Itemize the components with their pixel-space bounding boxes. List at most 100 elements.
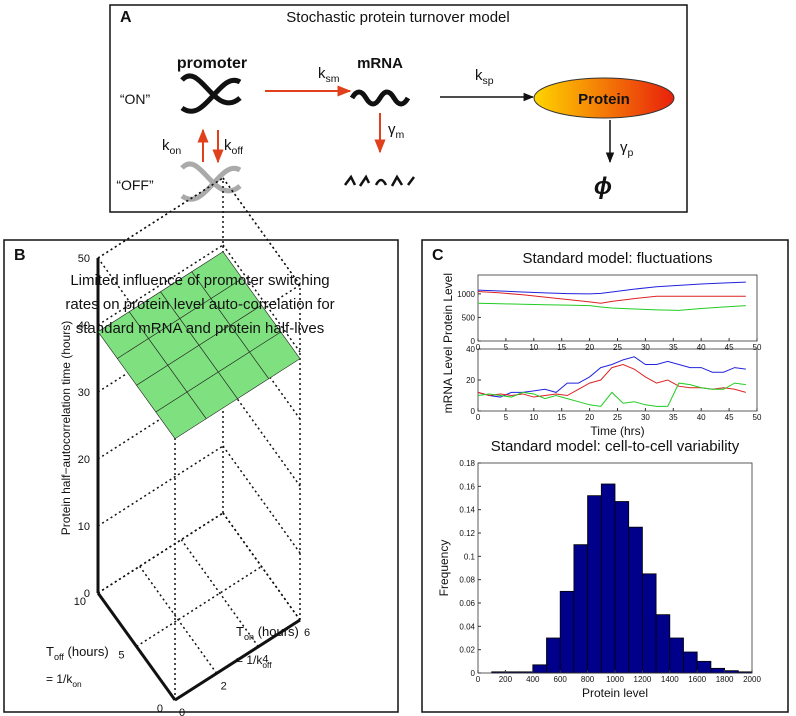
label-sub: off xyxy=(232,145,244,157)
bar xyxy=(696,660,712,674)
label-base: γ xyxy=(388,121,396,138)
x-tick-label: 10 xyxy=(529,413,538,422)
state-label: “ON” xyxy=(120,91,151,107)
y-tick-label: 0 xyxy=(179,707,185,716)
y-axis xyxy=(174,618,301,702)
x-tick-label: 10 xyxy=(74,596,86,608)
y-tick-label: 0.14 xyxy=(459,506,475,515)
x-axis-label: Time (hrs) xyxy=(590,424,644,438)
grid-line xyxy=(222,445,301,554)
sub-label: = 1/kon xyxy=(46,672,82,689)
x-tick-label: 1800 xyxy=(716,675,734,684)
grid-line xyxy=(97,445,224,527)
y-tick-label: 0.02 xyxy=(459,646,475,655)
x-tick-label: 1000 xyxy=(606,675,624,684)
y-tick-label: 0 xyxy=(471,337,476,346)
grid-line xyxy=(222,512,301,621)
surface-cell xyxy=(191,251,243,299)
x-tick-label: 5 xyxy=(118,650,124,662)
z-axis-label: Protein half−autocorrelation time (hours… xyxy=(59,321,73,535)
chart-title: rates on protein level auto-correlation … xyxy=(65,296,334,313)
bar xyxy=(683,651,698,674)
bar xyxy=(573,544,589,674)
sub-label: kon xyxy=(162,137,181,157)
label-sub: on xyxy=(170,145,182,157)
x-tick-label: 0 xyxy=(476,413,481,422)
x-tick-label: 800 xyxy=(581,675,595,684)
bar xyxy=(710,667,726,674)
y-tick-label: 0.06 xyxy=(459,599,475,608)
sub-label: γm xyxy=(388,121,405,141)
x-tick-label: 0 xyxy=(476,675,481,684)
x-tick-label: 600 xyxy=(554,675,568,684)
x-tick-label: 35 xyxy=(669,413,678,422)
x-tick-label: 20 xyxy=(585,343,594,352)
x-axis-label: Protein level xyxy=(582,686,648,700)
y-tick-label: 4 xyxy=(262,654,268,666)
y-tick-label: 0 xyxy=(471,669,476,678)
label-base: T xyxy=(236,624,244,639)
x-tick-label: 45 xyxy=(725,343,734,352)
x-tick-label: 1400 xyxy=(661,675,679,684)
bar xyxy=(614,501,630,674)
bar xyxy=(669,637,684,674)
label-rest: (hours) xyxy=(254,624,299,639)
protein-node xyxy=(533,77,675,119)
x-tick-label: 30 xyxy=(641,413,650,422)
sink: ϕ xyxy=(594,173,612,200)
y-tick-label: 500 xyxy=(462,313,476,322)
series-line xyxy=(477,281,746,295)
x-tick-label: 400 xyxy=(526,675,540,684)
grid-line xyxy=(139,565,218,674)
x-tick-label: 5 xyxy=(504,343,509,352)
y-tick-label: 2 xyxy=(221,680,227,692)
x-tick-label: 0 xyxy=(157,703,163,715)
node-label: mRNA xyxy=(357,55,403,72)
y-axis-label: mRNA Level xyxy=(441,347,455,414)
bar xyxy=(655,614,671,674)
chart-title: Standard model: fluctuations xyxy=(522,250,712,267)
x-tick-label: 35 xyxy=(669,343,678,352)
x-tick-label: 30 xyxy=(641,343,650,352)
series-line xyxy=(477,291,746,304)
y-axis-label: Protein Level xyxy=(441,273,455,343)
node-label: Protein xyxy=(578,91,630,108)
sub-label: ksp xyxy=(475,67,494,87)
sub-label: γp xyxy=(620,139,634,159)
grid-line xyxy=(222,177,301,286)
grid-line xyxy=(180,539,259,648)
label-rest: (hours) xyxy=(64,644,109,659)
label-sub: off xyxy=(54,652,64,662)
label-base: = 1/k xyxy=(46,672,73,686)
panel-label: B xyxy=(14,247,26,264)
label-base: k xyxy=(224,137,232,154)
z-tick-label: 50 xyxy=(78,253,90,265)
bar xyxy=(546,637,561,674)
bar xyxy=(559,590,575,674)
x-tick-label: 25 xyxy=(613,413,622,422)
x-tick-label: 45 xyxy=(725,413,734,422)
y-tick-label: 1000 xyxy=(457,290,475,299)
diagram-title: Stochastic protein turnover model xyxy=(286,9,509,26)
y-tick-label: 0.16 xyxy=(459,482,475,491)
label-sub: m xyxy=(396,129,405,141)
label-base: = 1/k xyxy=(236,653,263,667)
chart-title: Limited influence of promoter switching xyxy=(70,272,329,289)
node-label: promoter xyxy=(177,55,247,72)
x-tick-label: 200 xyxy=(499,675,513,684)
y-axis-label: Frequency xyxy=(437,540,451,597)
series-line xyxy=(477,356,746,398)
x-tick-label: 40 xyxy=(697,343,706,352)
y-tick-label: 0 xyxy=(471,407,476,416)
grid-line xyxy=(97,512,224,594)
y-tick-label: 0.04 xyxy=(459,622,475,631)
panel-a-frame xyxy=(109,4,688,213)
plot-frame xyxy=(477,348,758,412)
sub-label: ksm xyxy=(318,65,340,85)
y-tick-label: 0.18 xyxy=(459,459,475,468)
label-base: k xyxy=(162,137,170,154)
sub-label: koff xyxy=(224,137,243,157)
mrna-icon xyxy=(349,89,411,107)
z-tick-label: 20 xyxy=(78,454,90,466)
panel-label: C xyxy=(432,247,444,264)
